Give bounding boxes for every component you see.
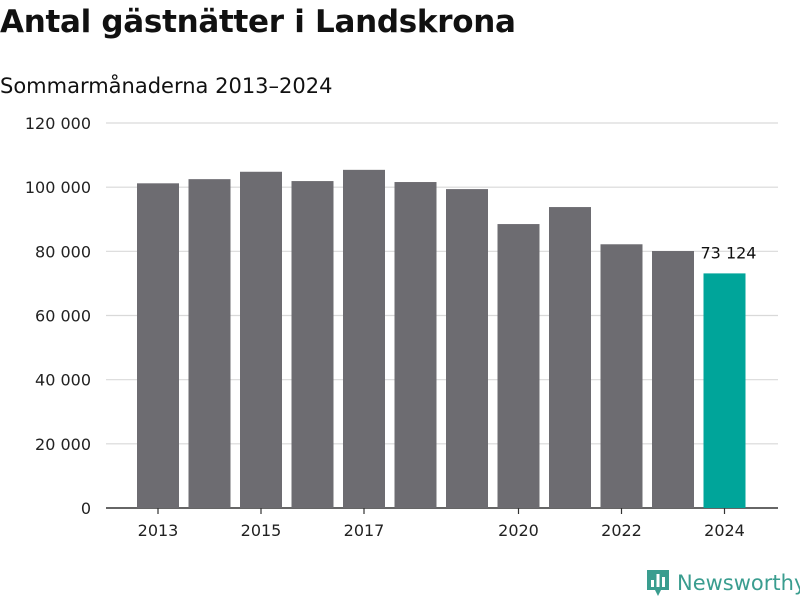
bar-2016 (291, 181, 334, 508)
x-axis-labels: 2013 2015 2017 2020 2022 2024 (138, 508, 745, 540)
y-tick-label: 40 000 (35, 371, 91, 390)
x-tick-label: 2022 (601, 521, 642, 540)
y-tick-label: 120 000 (25, 114, 91, 133)
bar-2014 (188, 179, 231, 509)
y-axis-labels: 0 20 000 40 000 60 000 80 000 100 000 120 000 (25, 114, 91, 518)
highlight-value-label: 73 124 (701, 243, 757, 262)
x-tick-label: 2013 (138, 521, 179, 540)
bar-2022 (600, 244, 643, 508)
x-tick-label: 2015 (241, 521, 282, 540)
y-tick-label: 80 000 (35, 242, 91, 261)
bar-2018 (394, 182, 437, 509)
chart-subtitle: Sommarmånaderna 2013–2024 (0, 74, 333, 98)
bar-2015 (240, 171, 282, 508)
bar-2020 (497, 224, 540, 508)
bar-2019 (446, 189, 488, 508)
bar-2023 (652, 251, 694, 508)
bar-2017 (343, 169, 385, 508)
x-tick-label: 2017 (344, 521, 385, 540)
x-tick-label: 2020 (498, 521, 539, 540)
y-tick-label: 20 000 (35, 435, 91, 454)
x-tick-label: 2024 (704, 521, 745, 540)
annotations: 73 124 (701, 243, 757, 262)
bar-chart-logo-icon (647, 570, 669, 596)
bar-2013 (137, 183, 179, 509)
bar-2024 (703, 273, 746, 508)
brand-name: Newsworthy (677, 571, 800, 595)
chart-title: Antal gästnätter i Landskrona (0, 4, 516, 40)
bars (137, 169, 746, 509)
y-tick-label: 100 000 (25, 178, 91, 197)
bar-2021 (549, 207, 591, 508)
newsworthy-brand[interactable]: Newsworthy (645, 568, 800, 598)
y-tick-label: 60 000 (35, 307, 91, 326)
y-tick-label: 0 (81, 499, 91, 518)
